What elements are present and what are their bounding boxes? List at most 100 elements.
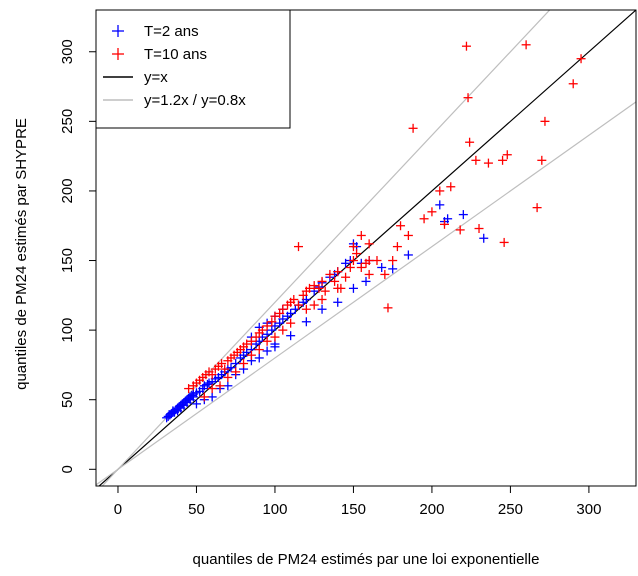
point-t-2-ans bbox=[262, 346, 272, 356]
point-t-2-ans bbox=[317, 304, 327, 314]
point-t-2-ans bbox=[361, 276, 371, 286]
legend-marker-t-2-ans bbox=[112, 25, 124, 37]
x-tick-label: 150 bbox=[341, 501, 366, 518]
point-t-10-ans bbox=[380, 269, 390, 279]
point-t-2-ans bbox=[458, 210, 468, 220]
point-t-10-ans bbox=[317, 294, 327, 304]
point-t-10-ans bbox=[537, 155, 547, 165]
point-t-10-ans bbox=[408, 123, 418, 133]
point-t-10-ans bbox=[356, 230, 366, 240]
point-t-10-ans bbox=[239, 359, 249, 369]
point-t-2-ans bbox=[231, 359, 241, 369]
point-t-10-ans bbox=[301, 304, 311, 314]
point-t-10-ans bbox=[257, 325, 267, 335]
point-t-2-ans bbox=[388, 264, 398, 274]
point-t-10-ans bbox=[341, 272, 351, 282]
y-tick-label: 200 bbox=[59, 178, 76, 203]
point-t-10-ans bbox=[184, 384, 194, 394]
legend-box bbox=[95, 9, 291, 129]
point-t-10-ans bbox=[356, 262, 366, 272]
point-t-10-ans bbox=[345, 262, 355, 272]
point-t-10-ans bbox=[217, 359, 227, 369]
point-t-2-ans bbox=[191, 399, 201, 409]
point-t-10-ans bbox=[231, 367, 241, 377]
point-t-10-ans bbox=[502, 150, 512, 160]
point-t-10-ans bbox=[333, 283, 343, 293]
point-t-10-ans bbox=[388, 256, 398, 266]
point-t-10-ans bbox=[246, 350, 256, 360]
point-t-10-ans bbox=[403, 230, 413, 240]
point-t-10-ans bbox=[242, 339, 252, 349]
point-t-2-ans bbox=[348, 283, 358, 293]
point-t-10-ans bbox=[320, 286, 330, 296]
point-t-10-ans bbox=[532, 203, 542, 213]
point-t-10-ans bbox=[348, 256, 358, 266]
point-t-2-ans bbox=[479, 233, 489, 243]
point-t-10-ans bbox=[427, 207, 437, 217]
point-t-10-ans bbox=[576, 54, 586, 64]
point-t-10-ans bbox=[278, 325, 288, 335]
point-t-10-ans bbox=[383, 303, 393, 313]
point-t-2-ans bbox=[341, 258, 351, 268]
point-t-10-ans bbox=[461, 41, 471, 51]
point-t-10-ans bbox=[220, 364, 230, 374]
point-t-2-ans bbox=[202, 379, 212, 389]
point-t-10-ans bbox=[474, 224, 484, 234]
point-t-2-ans bbox=[301, 317, 311, 327]
point-t-10-ans bbox=[254, 345, 264, 355]
point-t-10-ans bbox=[396, 221, 406, 231]
point-t-10-ans bbox=[294, 242, 303, 252]
x-tick-label: 100 bbox=[262, 501, 287, 518]
point-t-10-ans bbox=[330, 276, 340, 286]
point-t-10-ans bbox=[446, 182, 456, 192]
y-tick-label: 300 bbox=[59, 39, 76, 64]
point-t-2-ans bbox=[254, 353, 264, 363]
point-t-2-ans bbox=[242, 347, 252, 357]
point-t-10-ans bbox=[262, 321, 272, 331]
x-tick-label: 300 bbox=[576, 501, 601, 518]
point-t-10-ans bbox=[352, 249, 362, 259]
point-t-2-ans bbox=[223, 381, 233, 391]
legend-label-y-x: y=x bbox=[144, 69, 168, 86]
point-t-10-ans bbox=[540, 116, 550, 126]
y-axis-label: quantiles de PM24 estimés par SHYPRE bbox=[13, 118, 30, 390]
reference-line-y-0-8x bbox=[96, 101, 636, 486]
point-t-10-ans bbox=[223, 372, 233, 382]
point-t-2-ans bbox=[207, 392, 217, 402]
point-t-10-ans bbox=[364, 239, 374, 249]
x-tick-label: 0 bbox=[114, 501, 122, 518]
point-t-10-ans bbox=[286, 318, 296, 328]
point-t-2-ans bbox=[403, 250, 413, 260]
point-t-10-ans bbox=[199, 392, 209, 402]
point-t-10-ans bbox=[463, 93, 473, 103]
y-tick-label: 50 bbox=[59, 391, 76, 408]
point-t-10-ans bbox=[246, 336, 256, 346]
point-t-10-ans bbox=[207, 384, 217, 394]
legend-label-t-2-ans: T=2 ans bbox=[144, 23, 199, 40]
point-t-10-ans bbox=[325, 269, 335, 279]
point-t-10-ans bbox=[262, 336, 272, 346]
point-t-10-ans bbox=[364, 269, 374, 279]
point-t-10-ans bbox=[309, 281, 319, 291]
point-t-2-ans bbox=[286, 308, 296, 318]
point-t-10-ans bbox=[498, 155, 508, 165]
point-t-10-ans bbox=[499, 237, 509, 247]
point-t-10-ans bbox=[278, 304, 288, 314]
x-tick-label: 50 bbox=[188, 501, 205, 518]
point-t-10-ans bbox=[483, 158, 493, 168]
point-t-10-ans bbox=[455, 225, 465, 235]
point-t-10-ans bbox=[372, 256, 382, 266]
point-t-10-ans bbox=[521, 40, 531, 50]
legend-label-t-10-ans: T=10 ans bbox=[144, 46, 207, 63]
point-t-2-ans bbox=[333, 297, 343, 307]
point-t-10-ans bbox=[270, 311, 280, 321]
y-axis: 0 50 100 150 200 250 300 bbox=[59, 39, 97, 473]
point-t-2-ans bbox=[377, 262, 387, 272]
legend-marker-t-10-ans bbox=[112, 48, 124, 60]
legend-label-y-1-2x-y-0-8x: y=1.2x / y=0.8x bbox=[144, 92, 246, 109]
point-t-10-ans bbox=[465, 137, 475, 147]
legend: T=2 ans T=10 ans y=x y=1.2x / y=0.8x bbox=[95, 9, 291, 129]
point-t-10-ans bbox=[435, 186, 445, 196]
point-t-2-ans bbox=[443, 214, 453, 224]
